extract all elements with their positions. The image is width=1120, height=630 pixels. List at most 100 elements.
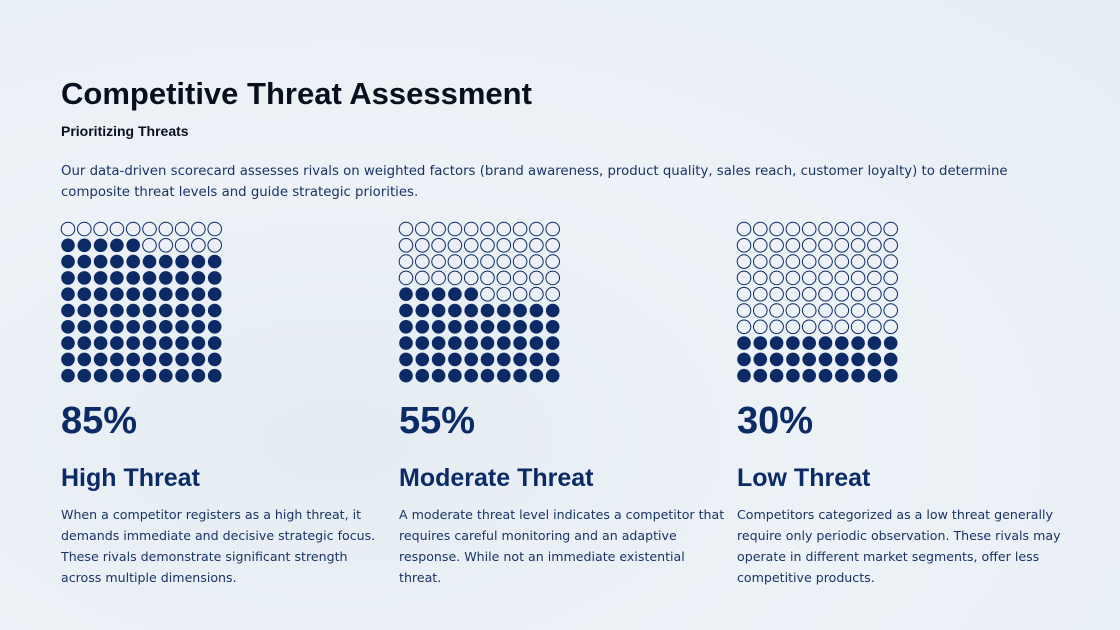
waffle-cell-filled (867, 368, 882, 383)
waffle-cell-empty (883, 221, 898, 237)
waffle-cell-empty (753, 238, 768, 253)
waffle-cell-filled (399, 287, 413, 301)
waffle-cell-empty (753, 319, 768, 335)
waffle-cell-filled (61, 352, 75, 367)
waffle-cell-filled (175, 336, 189, 350)
waffle-cell-filled (883, 336, 898, 350)
waffle-cell-empty (431, 254, 446, 269)
waffle-cell-filled (415, 320, 430, 334)
waffle-cell-empty (736, 303, 752, 318)
waffle-cell-empty (77, 221, 92, 237)
waffle (736, 221, 898, 383)
waffle-cell-filled (753, 336, 768, 350)
waffle-cell-filled (175, 271, 189, 285)
waffle-cell-filled (448, 303, 462, 318)
waffle-cell-filled (110, 336, 124, 350)
waffle-cell-empty (769, 221, 784, 237)
waffle-cell-empty (207, 221, 222, 237)
waffle-cell-empty (736, 221, 752, 237)
waffle-cell-filled (93, 320, 108, 334)
waffle-cell-empty (801, 254, 817, 269)
waffle-cell-filled (497, 320, 511, 334)
waffle-cell-empty (512, 238, 528, 253)
waffle-cell-filled (786, 352, 800, 367)
waffle-cell-filled (159, 287, 173, 301)
waffle-cell-empty (769, 238, 784, 253)
waffle-cell-empty (818, 286, 833, 302)
waffle-cell-filled (431, 352, 446, 367)
waffle-cell-filled (769, 352, 784, 367)
waffle-cell-filled (61, 368, 75, 383)
waffle-cell-filled (883, 368, 898, 383)
waffle-cell-empty (818, 221, 833, 237)
waffle-cell-filled (399, 303, 413, 318)
waffle-cell-empty (431, 221, 446, 237)
waffle-cell-filled (753, 368, 768, 383)
waffle-cell-empty (415, 221, 430, 237)
waffle-cell-empty (496, 221, 512, 237)
waffle-cell-filled (191, 303, 206, 318)
waffle-cell-filled (191, 320, 206, 334)
waffle-cell-filled (61, 336, 75, 350)
waffle-cell-filled (545, 368, 560, 383)
waffle-cell-filled (159, 320, 173, 334)
waffle-cell-filled (529, 336, 544, 350)
waffle-cell-empty (785, 238, 801, 253)
waffle-cell-filled (175, 287, 189, 301)
waffle-cell-filled (77, 352, 92, 367)
waffle-cell-filled (207, 352, 222, 367)
waffle-cell-empty (850, 303, 866, 318)
waffle-cell-empty (447, 270, 463, 286)
waffle-cell-filled (142, 287, 157, 301)
waffle-cell-empty (431, 270, 446, 286)
waffle-cell-filled (77, 320, 92, 334)
waffle-cell-filled (497, 368, 511, 383)
waffle-cell-filled (448, 287, 462, 301)
waffle-cell-filled (480, 336, 495, 350)
waffle-cell-empty (834, 221, 850, 237)
waffle-cell-empty (480, 270, 495, 286)
waffle-cell-empty (447, 238, 463, 253)
waffle-cell-filled (175, 352, 189, 367)
waffle-cell-empty (753, 221, 768, 237)
chart-title: Moderate Threat (399, 464, 594, 492)
chart-title: High Threat (61, 464, 200, 492)
waffle-cell-empty (480, 238, 495, 253)
waffle-cell-filled (110, 254, 124, 269)
waffle-cell-empty (480, 254, 495, 269)
waffle-cell-empty (736, 238, 752, 253)
waffle-cell-empty (753, 286, 768, 302)
waffle-cell-filled (802, 352, 816, 367)
waffle-cell-filled (753, 352, 768, 367)
value-label: 85% (61, 400, 138, 442)
waffle-cell-filled (191, 287, 206, 301)
waffle-cell-empty (801, 286, 817, 302)
waffle-cell-empty (801, 319, 817, 335)
waffle-cell-filled (737, 368, 751, 383)
waffle-cell-filled (159, 368, 173, 383)
waffle-cell-filled (126, 352, 140, 367)
waffle-cell-empty (785, 286, 801, 302)
waffle-cell-filled (126, 368, 140, 383)
waffle-cell-empty (431, 238, 446, 253)
waffle-cell-filled (110, 271, 124, 285)
waffle-cell-filled (77, 271, 92, 285)
waffle-cell-empty (834, 319, 850, 335)
waffle-cell-filled (110, 352, 124, 367)
waffle-cell-filled (126, 271, 140, 285)
waffle-cell-filled (529, 368, 544, 383)
waffle-cell-filled (207, 271, 222, 285)
waffle-cell-filled (399, 352, 413, 367)
chart-description: Competitors categorized as a low threat … (737, 507, 1061, 585)
waffle-cell-filled (867, 336, 882, 350)
waffle-cell-empty (529, 270, 544, 286)
waffle-cell-empty (867, 238, 882, 253)
waffle-cell-empty (158, 221, 174, 237)
waffle-cell-filled (431, 368, 446, 383)
waffle-cell-empty (818, 238, 833, 253)
waffle-cell-filled (464, 336, 478, 350)
waffle-cell-empty (174, 221, 190, 237)
waffle-cell-empty (415, 238, 430, 253)
waffle-cell-filled (142, 352, 157, 367)
waffle-cell-empty (480, 286, 495, 302)
